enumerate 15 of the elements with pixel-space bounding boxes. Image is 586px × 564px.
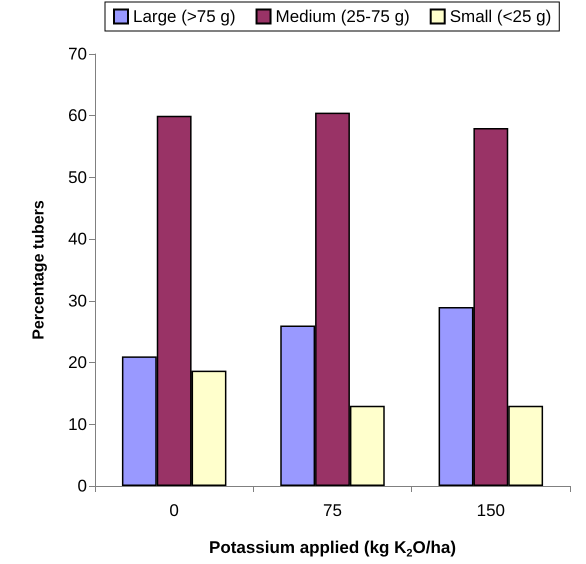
y-tick-label: 50 xyxy=(68,168,87,187)
x-tick-label: 75 xyxy=(323,501,342,520)
y-tick-label: 40 xyxy=(68,230,87,249)
legend-label: Large (>75 g) xyxy=(133,7,236,26)
y-tick-label: 30 xyxy=(68,291,87,310)
y-tick-label: 20 xyxy=(68,353,87,372)
legend-label: Medium (25-75 g) xyxy=(276,7,410,26)
y-axis-title: Percentage tubers xyxy=(30,200,48,340)
y-tick-label: 0 xyxy=(78,476,87,496)
x-tick-label: 0 xyxy=(169,501,179,520)
x-tick-label: 150 xyxy=(476,501,506,520)
legend-label: Small (<25 g) xyxy=(450,7,552,26)
y-tick-label: 60 xyxy=(68,106,87,126)
y-tick-label: 70 xyxy=(68,44,87,64)
y-tick-label: 10 xyxy=(68,414,87,434)
